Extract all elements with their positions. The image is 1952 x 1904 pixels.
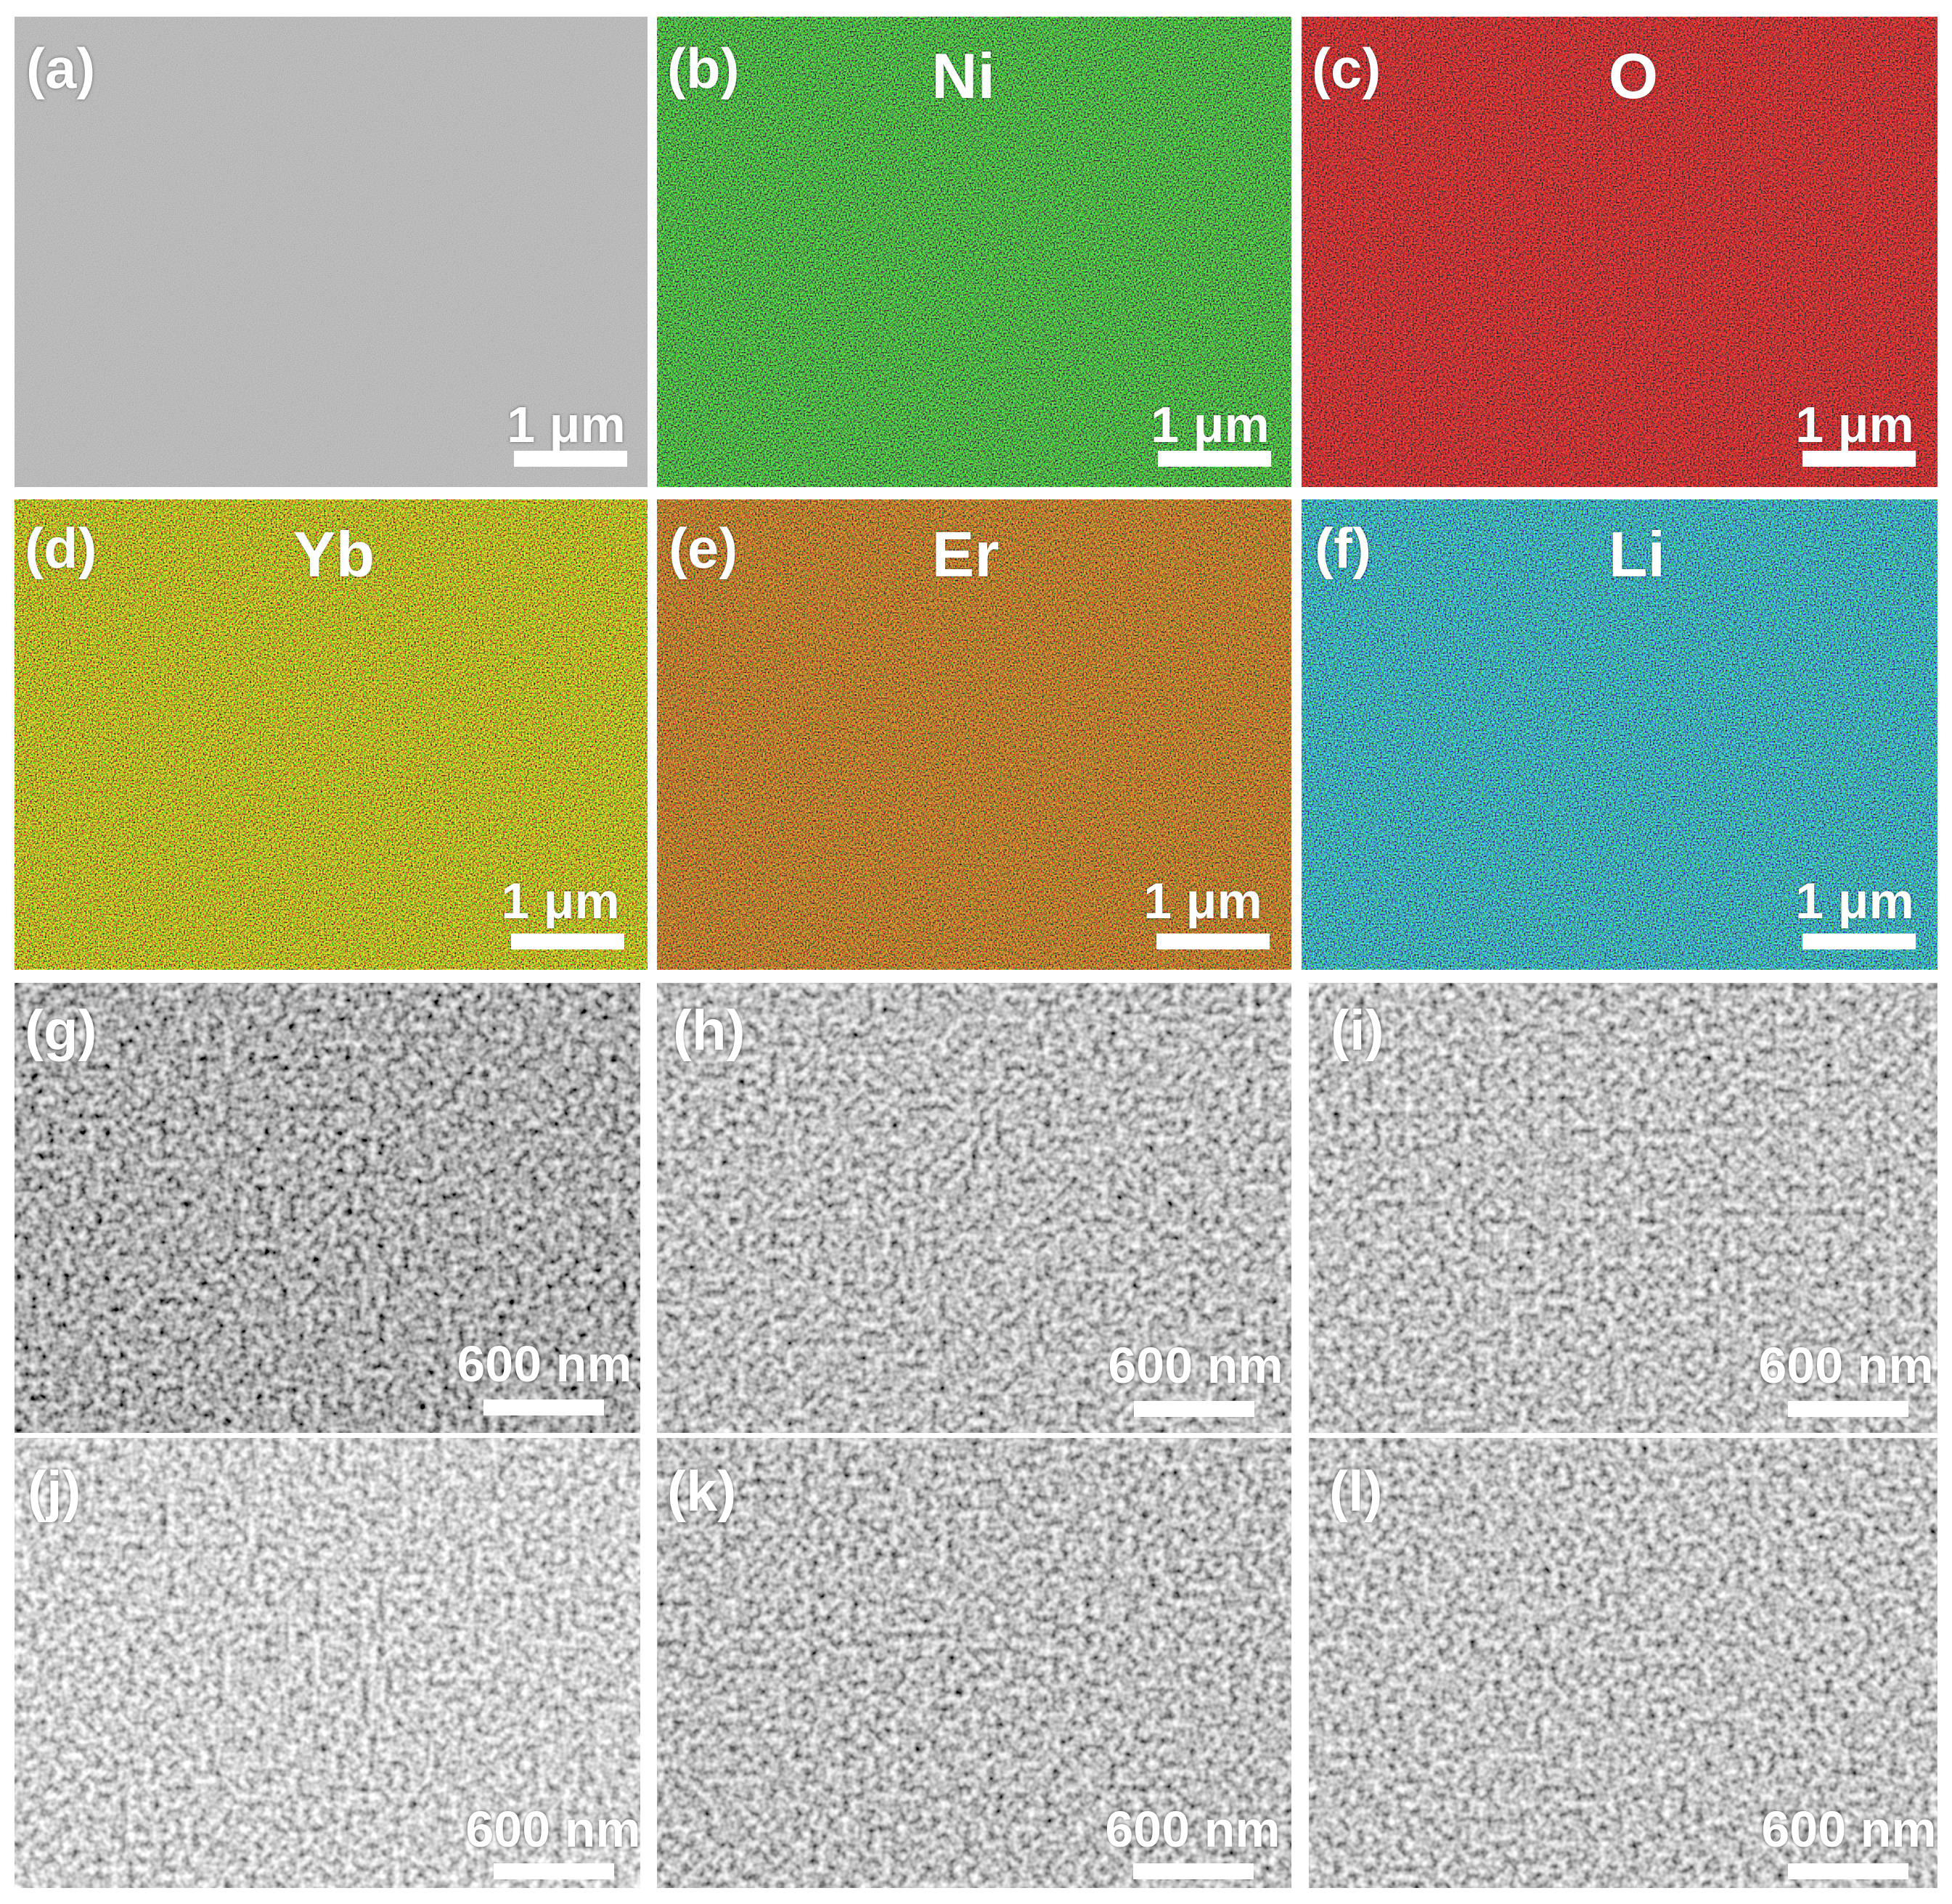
panel-label: (j) (28, 1459, 81, 1523)
panel-label: (a) (26, 36, 96, 100)
scale-bar (1133, 1863, 1254, 1879)
panel-f-li-map: (f) Li 1 μm (1302, 499, 1937, 970)
panel-e-er-map: (e) Er 1 μm (657, 499, 1291, 970)
panel-label: (h) (673, 998, 746, 1062)
panel-c-o-map: (c) O 1 μm (1302, 17, 1937, 487)
scale-bar (1788, 1401, 1908, 1417)
scale-bar (514, 451, 627, 467)
scale-bar-label: 1 μm (501, 873, 620, 929)
panel-label: (i) (1331, 998, 1384, 1062)
scale-bar-label: 600 nm (1108, 1337, 1283, 1394)
element-label: O (1608, 40, 1659, 112)
scale-bar-label: 600 nm (1758, 1337, 1934, 1394)
scale-bar-label: 1 μm (507, 396, 626, 453)
scale-bar (1134, 1401, 1254, 1417)
panel-label: (l) (1329, 1459, 1383, 1523)
scale-bar-label: 600 nm (465, 1801, 640, 1858)
panel-g-sem-image: (g) 600 nm (15, 983, 640, 1433)
scale-bar (1788, 1863, 1908, 1879)
panel-d-yb-map: (d) Yb 1 μm (15, 499, 648, 970)
element-label: Ni (931, 40, 995, 112)
scale-bar (1158, 451, 1271, 467)
panel-i-sem-image: (i) 600 nm (1309, 983, 1937, 1433)
panel-b-ni-map: (b) Ni 1 μm (657, 17, 1291, 487)
scale-bar-label: 600 nm (1105, 1801, 1281, 1858)
panel-label: (f) (1315, 516, 1371, 580)
scale-bar (1156, 933, 1270, 949)
scale-bar-label: 1 μm (1151, 396, 1270, 453)
scale-bar-label: 1 μm (1795, 396, 1914, 453)
scale-bar (494, 1863, 614, 1879)
scale-bar (1802, 451, 1916, 467)
scale-bar (1802, 933, 1916, 949)
panel-k-sem-image: (k) 600 nm (657, 1438, 1291, 1888)
scale-bar-label: 1 μm (1795, 873, 1914, 929)
panel-h-sem-image: (h) 600 nm (657, 983, 1291, 1433)
panel-l-sem-image: (l) 600 nm (1309, 1438, 1937, 1888)
scale-bar-label: 1 μm (1143, 873, 1262, 929)
panel-label: (e) (669, 516, 738, 580)
scale-bar-label: 600 nm (457, 1336, 632, 1392)
scale-bar (511, 933, 624, 949)
panel-label: (k) (667, 1459, 737, 1523)
panel-label: (b) (667, 36, 740, 100)
panel-j-sem-image: (j) 600 nm (15, 1438, 640, 1888)
panel-label: (g) (25, 998, 97, 1062)
scale-bar (483, 1400, 604, 1415)
panel-a-sem-image: (a) 1 μm (15, 17, 648, 487)
element-label: Er (931, 518, 1000, 590)
element-label: Li (1608, 518, 1666, 590)
element-label: Yb (293, 518, 375, 590)
panel-label: (d) (25, 516, 97, 580)
panel-label: (c) (1312, 36, 1381, 100)
scale-bar-label: 600 nm (1761, 1801, 1937, 1858)
